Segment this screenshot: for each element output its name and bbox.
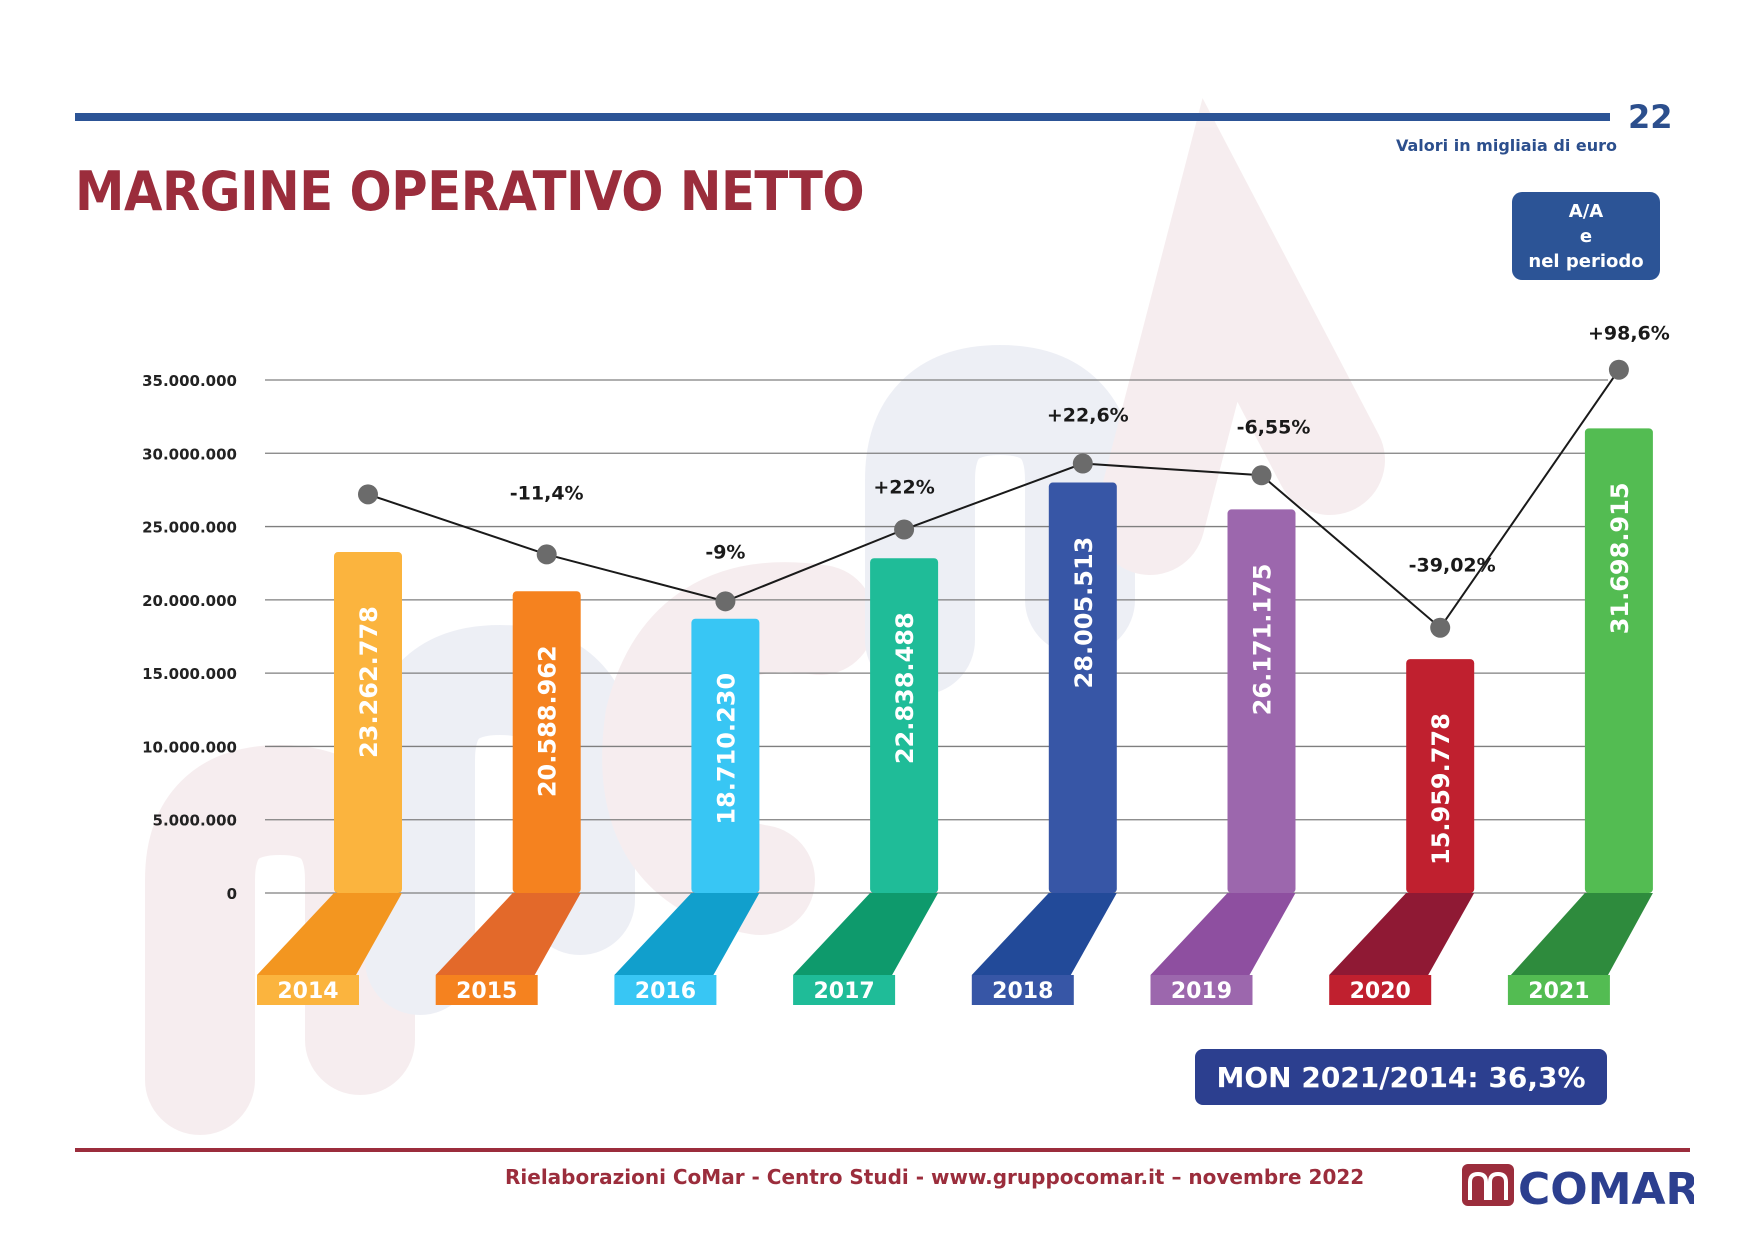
yoy-line xyxy=(358,359,1629,638)
yoy-label: -39,02% xyxy=(1409,555,1496,577)
year-tag xyxy=(435,975,538,1005)
y-tick-label: 30.000.000 xyxy=(142,445,237,463)
y-tick-label: 10.000.000 xyxy=(142,738,237,756)
bar-value-label: 26.171.175 xyxy=(1249,563,1277,715)
year-tag xyxy=(1150,975,1253,1005)
summary-badge: MON 2021/2014: 36,3% xyxy=(1195,1049,1607,1105)
year-tag xyxy=(971,975,1074,1005)
y-tick-label: 25.000.000 xyxy=(142,519,237,537)
yoy-label: +22% xyxy=(873,477,934,499)
bar-base xyxy=(257,893,402,975)
bottom-rule xyxy=(75,1148,1690,1152)
bar-value-label: 23.262.778 xyxy=(355,606,383,758)
aa-line-3: nel periodo xyxy=(1528,250,1644,272)
page-number: 22 xyxy=(1628,98,1673,136)
bar-value-label: 18.710.230 xyxy=(712,673,740,825)
year-tag xyxy=(793,975,896,1005)
yoy-line-path xyxy=(367,369,1620,630)
data-labels: 23.262.778 20.588.962 18.710.230 22.838.488… xyxy=(355,323,1670,865)
yoy-label: +22,6% xyxy=(1047,405,1129,427)
year-label: 2017 xyxy=(813,979,874,1004)
year-label: 2014 xyxy=(277,979,338,1004)
bar xyxy=(870,558,939,893)
yoy-point xyxy=(1251,465,1272,486)
bar-base xyxy=(1510,893,1653,975)
bar-value-label: 15.959.778 xyxy=(1427,713,1455,865)
bars xyxy=(334,428,1653,893)
bar-bases: 2014 2015 2016 2017 2018 2019 2020 2021 xyxy=(257,893,1653,1005)
yoy-label: -6,55% xyxy=(1237,416,1311,438)
bar-base xyxy=(435,893,581,975)
year-label: 2016 xyxy=(635,979,696,1004)
yoy-label: -9% xyxy=(705,541,745,563)
yoy-point xyxy=(1608,359,1629,380)
bar-base xyxy=(1329,893,1475,975)
logo-text: COMAR xyxy=(1518,1164,1694,1214)
bar xyxy=(1406,659,1475,893)
y-tick-label: 5.000.000 xyxy=(153,812,237,830)
year-label: 2015 xyxy=(456,979,517,1004)
year-label: 2018 xyxy=(992,979,1053,1004)
bar-value-label: 20.588.962 xyxy=(534,645,562,797)
yoy-point xyxy=(894,519,915,540)
year-label: 2021 xyxy=(1528,979,1589,1004)
units-note: Valori in migliaia di euro xyxy=(1396,136,1618,155)
year-tag xyxy=(614,975,717,1005)
bar-base xyxy=(614,893,760,975)
bar xyxy=(1227,509,1296,893)
year-label: 2019 xyxy=(1171,979,1232,1004)
bar-value-label: 28.005.513 xyxy=(1070,537,1098,689)
page-title: MARGINE OPERATIVO NETTO xyxy=(75,160,865,223)
yoy-point xyxy=(358,484,378,505)
y-tick-label: 0 xyxy=(227,885,237,903)
yoy-label: -11,4% xyxy=(510,482,584,504)
y-tick-label: 20.000.000 xyxy=(142,592,237,610)
y-tick-label: 15.000.000 xyxy=(142,665,237,683)
bar xyxy=(512,591,581,893)
aa-line-2: e xyxy=(1579,225,1593,247)
bar-base xyxy=(971,893,1117,975)
footer-credit: Rielaborazioni CoMar - Centro Studi - ww… xyxy=(505,1165,1365,1189)
aa-legend-box: A/A e nel periodo xyxy=(1512,192,1660,280)
bar-value-label: 31.698.915 xyxy=(1606,482,1634,634)
year-label: 2020 xyxy=(1350,979,1411,1004)
year-tag xyxy=(1507,975,1610,1005)
year-tag xyxy=(1329,975,1432,1005)
bar xyxy=(691,618,760,893)
bar xyxy=(334,552,402,893)
bar-base xyxy=(1150,893,1296,975)
yoy-point xyxy=(536,544,557,565)
bar-value-label: 22.838.488 xyxy=(891,612,919,764)
y-tick-label: 35.000.000 xyxy=(142,372,237,390)
bar xyxy=(1048,482,1117,893)
yoy-point xyxy=(715,591,736,612)
top-rule xyxy=(75,113,1610,121)
year-tag xyxy=(257,975,359,1005)
comar-logo: COMAR xyxy=(1462,1164,1694,1214)
y-axis-labels: 0 5.000.000 10.000.000 15.000.000 20.000.000… xyxy=(142,372,237,903)
bar-base xyxy=(793,893,939,975)
aa-line-1: A/A xyxy=(1568,200,1604,222)
yoy-point xyxy=(1072,453,1093,474)
yoy-point xyxy=(1430,617,1451,638)
yoy-label: +98,6% xyxy=(1588,323,1670,345)
bar xyxy=(1584,428,1653,893)
